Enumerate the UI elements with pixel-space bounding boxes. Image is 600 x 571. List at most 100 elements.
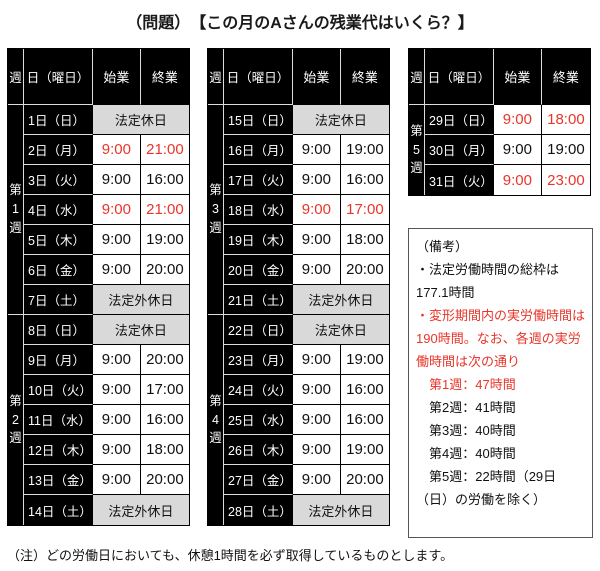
schedule-table: 週日（曜日） 始業 終業第 5 週 29日（日） 9:00 18:00 30日（月） 9:00… bbox=[408, 48, 591, 196]
remarks-line: （備考） bbox=[416, 239, 469, 254]
day-cell: 19日（木） bbox=[224, 225, 293, 255]
table-row: 第 3 週 15日（日） 法定休日 bbox=[208, 105, 389, 315]
table-row: 16日（月） 9:00 19:00 bbox=[208, 135, 389, 165]
table-row: 28日（土） 法定外休日 bbox=[208, 495, 389, 525]
day-cell: 14日（土） bbox=[24, 495, 93, 525]
table-row: 6日（金） 9:00 20:00 bbox=[8, 255, 189, 285]
remarks-line: 第2週：41時間 bbox=[416, 400, 516, 415]
table-row: 25日（水） 9:00 16:00 bbox=[208, 405, 389, 435]
day-cell: 28日（土） bbox=[224, 495, 293, 525]
end-time-cell: 16:00 bbox=[340, 165, 389, 195]
day-cell: 30日（月） bbox=[425, 135, 494, 165]
day-cell: 25日（水） bbox=[224, 405, 293, 435]
remarks-line: ・変形期間内の実労働時間は bbox=[416, 308, 586, 323]
start-time-cell: 9:00 bbox=[292, 345, 341, 375]
end-time-cell: 20:00 bbox=[340, 465, 389, 495]
end-time-cell: 19:00 bbox=[340, 345, 389, 375]
week-column-header: 週 bbox=[208, 49, 224, 105]
table-row: 20日（金） 9:00 20:00 bbox=[208, 255, 389, 285]
schedule-table: 週日（曜日） 始業 終業第 3 週 15日（日） 法定休日 16日（月） 9:00 19:00… bbox=[207, 48, 390, 526]
end-time-cell: 16:00 bbox=[340, 375, 389, 405]
start-column-header: 始業 bbox=[92, 49, 141, 105]
table-row: 7日（土） 法定外休日 bbox=[8, 285, 189, 315]
remarks-line: 働時間は次の通り bbox=[416, 354, 521, 369]
day-column-header: 日（曜日） bbox=[425, 49, 494, 105]
start-time-cell: 9:00 bbox=[92, 435, 141, 465]
table-row: 27日（金） 9:00 20:00 bbox=[208, 465, 389, 495]
day-cell: 8日（日） bbox=[24, 315, 93, 345]
start-time-cell: 9:00 bbox=[292, 255, 341, 285]
day-cell: 27日（金） bbox=[224, 465, 293, 495]
table-row: 30日（月） 9:00 19:00 bbox=[409, 135, 590, 165]
start-time-cell: 9:00 bbox=[92, 195, 141, 225]
week-cell: 第 5 週 bbox=[409, 105, 425, 195]
start-time-cell: 9:00 bbox=[493, 105, 542, 135]
day-cell: 24日（火） bbox=[224, 375, 293, 405]
start-time-cell: 9:00 bbox=[292, 435, 341, 465]
table-row: 4日（水） 9:00 21:00 bbox=[8, 195, 189, 225]
table-row: 26日（木） 9:00 19:00 bbox=[208, 435, 389, 465]
day-column-header: 日（曜日） bbox=[224, 49, 293, 105]
header-row: 週日（曜日） 始業 終業 bbox=[208, 49, 389, 105]
remarks-line: 177.1時間 bbox=[416, 285, 475, 300]
end-time-cell: 19:00 bbox=[541, 135, 590, 165]
start-time-cell: 9:00 bbox=[92, 405, 141, 435]
day-cell: 18日（水） bbox=[224, 195, 293, 225]
remarks-line: 第4週：40時間 bbox=[416, 446, 516, 461]
holiday-cell: 法定休日 bbox=[92, 105, 189, 135]
holiday-cell: 法定外休日 bbox=[292, 285, 389, 315]
end-time-cell: 16:00 bbox=[340, 405, 389, 435]
week-cell: 第 2 週 bbox=[8, 315, 24, 525]
start-time-cell: 9:00 bbox=[92, 135, 141, 165]
day-cell: 5日（木） bbox=[24, 225, 93, 255]
start-time-cell: 9:00 bbox=[493, 135, 542, 165]
day-cell: 15日（日） bbox=[224, 105, 293, 135]
day-cell: 29日（日） bbox=[425, 105, 494, 135]
table-row: 第 5 週 29日（日） 9:00 18:00 bbox=[409, 105, 590, 195]
start-time-cell: 9:00 bbox=[493, 165, 542, 195]
day-cell: 17日（火） bbox=[224, 165, 293, 195]
end-time-cell: 20:00 bbox=[140, 345, 189, 375]
table-row: 11日（水） 9:00 16:00 bbox=[8, 405, 189, 435]
start-time-cell: 9:00 bbox=[92, 255, 141, 285]
start-time-cell: 9:00 bbox=[92, 345, 141, 375]
end-time-cell: 20:00 bbox=[140, 465, 189, 495]
day-cell: 7日（土） bbox=[24, 285, 93, 315]
start-time-cell: 9:00 bbox=[292, 195, 341, 225]
holiday-cell: 法定外休日 bbox=[92, 495, 189, 525]
day-cell: 2日（月） bbox=[24, 135, 93, 165]
table-row: 10日（火） 9:00 17:00 bbox=[8, 375, 189, 405]
table-row: 19日（木） 9:00 18:00 bbox=[208, 225, 389, 255]
day-cell: 10日（火） bbox=[24, 375, 93, 405]
start-time-cell: 9:00 bbox=[292, 375, 341, 405]
day-column-header: 日（曜日） bbox=[24, 49, 93, 105]
table-row: 13日（金） 9:00 20:00 bbox=[8, 465, 189, 495]
holiday-cell: 法定外休日 bbox=[92, 285, 189, 315]
end-time-cell: 20:00 bbox=[340, 255, 389, 285]
table-row: 2日（月） 9:00 21:00 bbox=[8, 135, 189, 165]
end-time-cell: 16:00 bbox=[140, 165, 189, 195]
table-row: 9日（月） 9:00 20:00 bbox=[8, 345, 189, 375]
start-time-cell: 9:00 bbox=[292, 465, 341, 495]
day-cell: 1日（日） bbox=[24, 105, 93, 135]
day-cell: 23日（月） bbox=[224, 345, 293, 375]
holiday-cell: 法定休日 bbox=[292, 105, 389, 135]
week-column-header: 週 bbox=[409, 49, 425, 105]
end-column-header: 終業 bbox=[340, 49, 389, 105]
end-column-header: 終業 bbox=[140, 49, 189, 105]
schedule-table-weeks-3-4: 週日（曜日） 始業 終業第 3 週 15日（日） 法定休日 16日（月） 9:00 19:00… bbox=[207, 48, 390, 526]
week-column-header: 週 bbox=[8, 49, 24, 105]
end-time-cell: 23:00 bbox=[541, 165, 590, 195]
day-cell: 16日（月） bbox=[224, 135, 293, 165]
day-cell: 26日（木） bbox=[224, 435, 293, 465]
start-time-cell: 9:00 bbox=[92, 375, 141, 405]
start-time-cell: 9:00 bbox=[292, 165, 341, 195]
schedule-table: 週日（曜日） 始業 終業第 1 週 1日（日） 法定休日 2日（月） 9:00 21:00 3日… bbox=[7, 48, 190, 526]
day-cell: 12日（木） bbox=[24, 435, 93, 465]
table-row: 18日（水） 9:00 17:00 bbox=[208, 195, 389, 225]
holiday-cell: 法定外休日 bbox=[292, 495, 389, 525]
day-cell: 11日（水） bbox=[24, 405, 93, 435]
table-row: 14日（土） 法定外休日 bbox=[8, 495, 189, 525]
table-row: 第 4 週 22日（日） 法定休日 bbox=[208, 315, 389, 525]
footnote: （注）どの労働日においても、休憩1時間を必ず取得しているものとします。 bbox=[7, 548, 454, 563]
